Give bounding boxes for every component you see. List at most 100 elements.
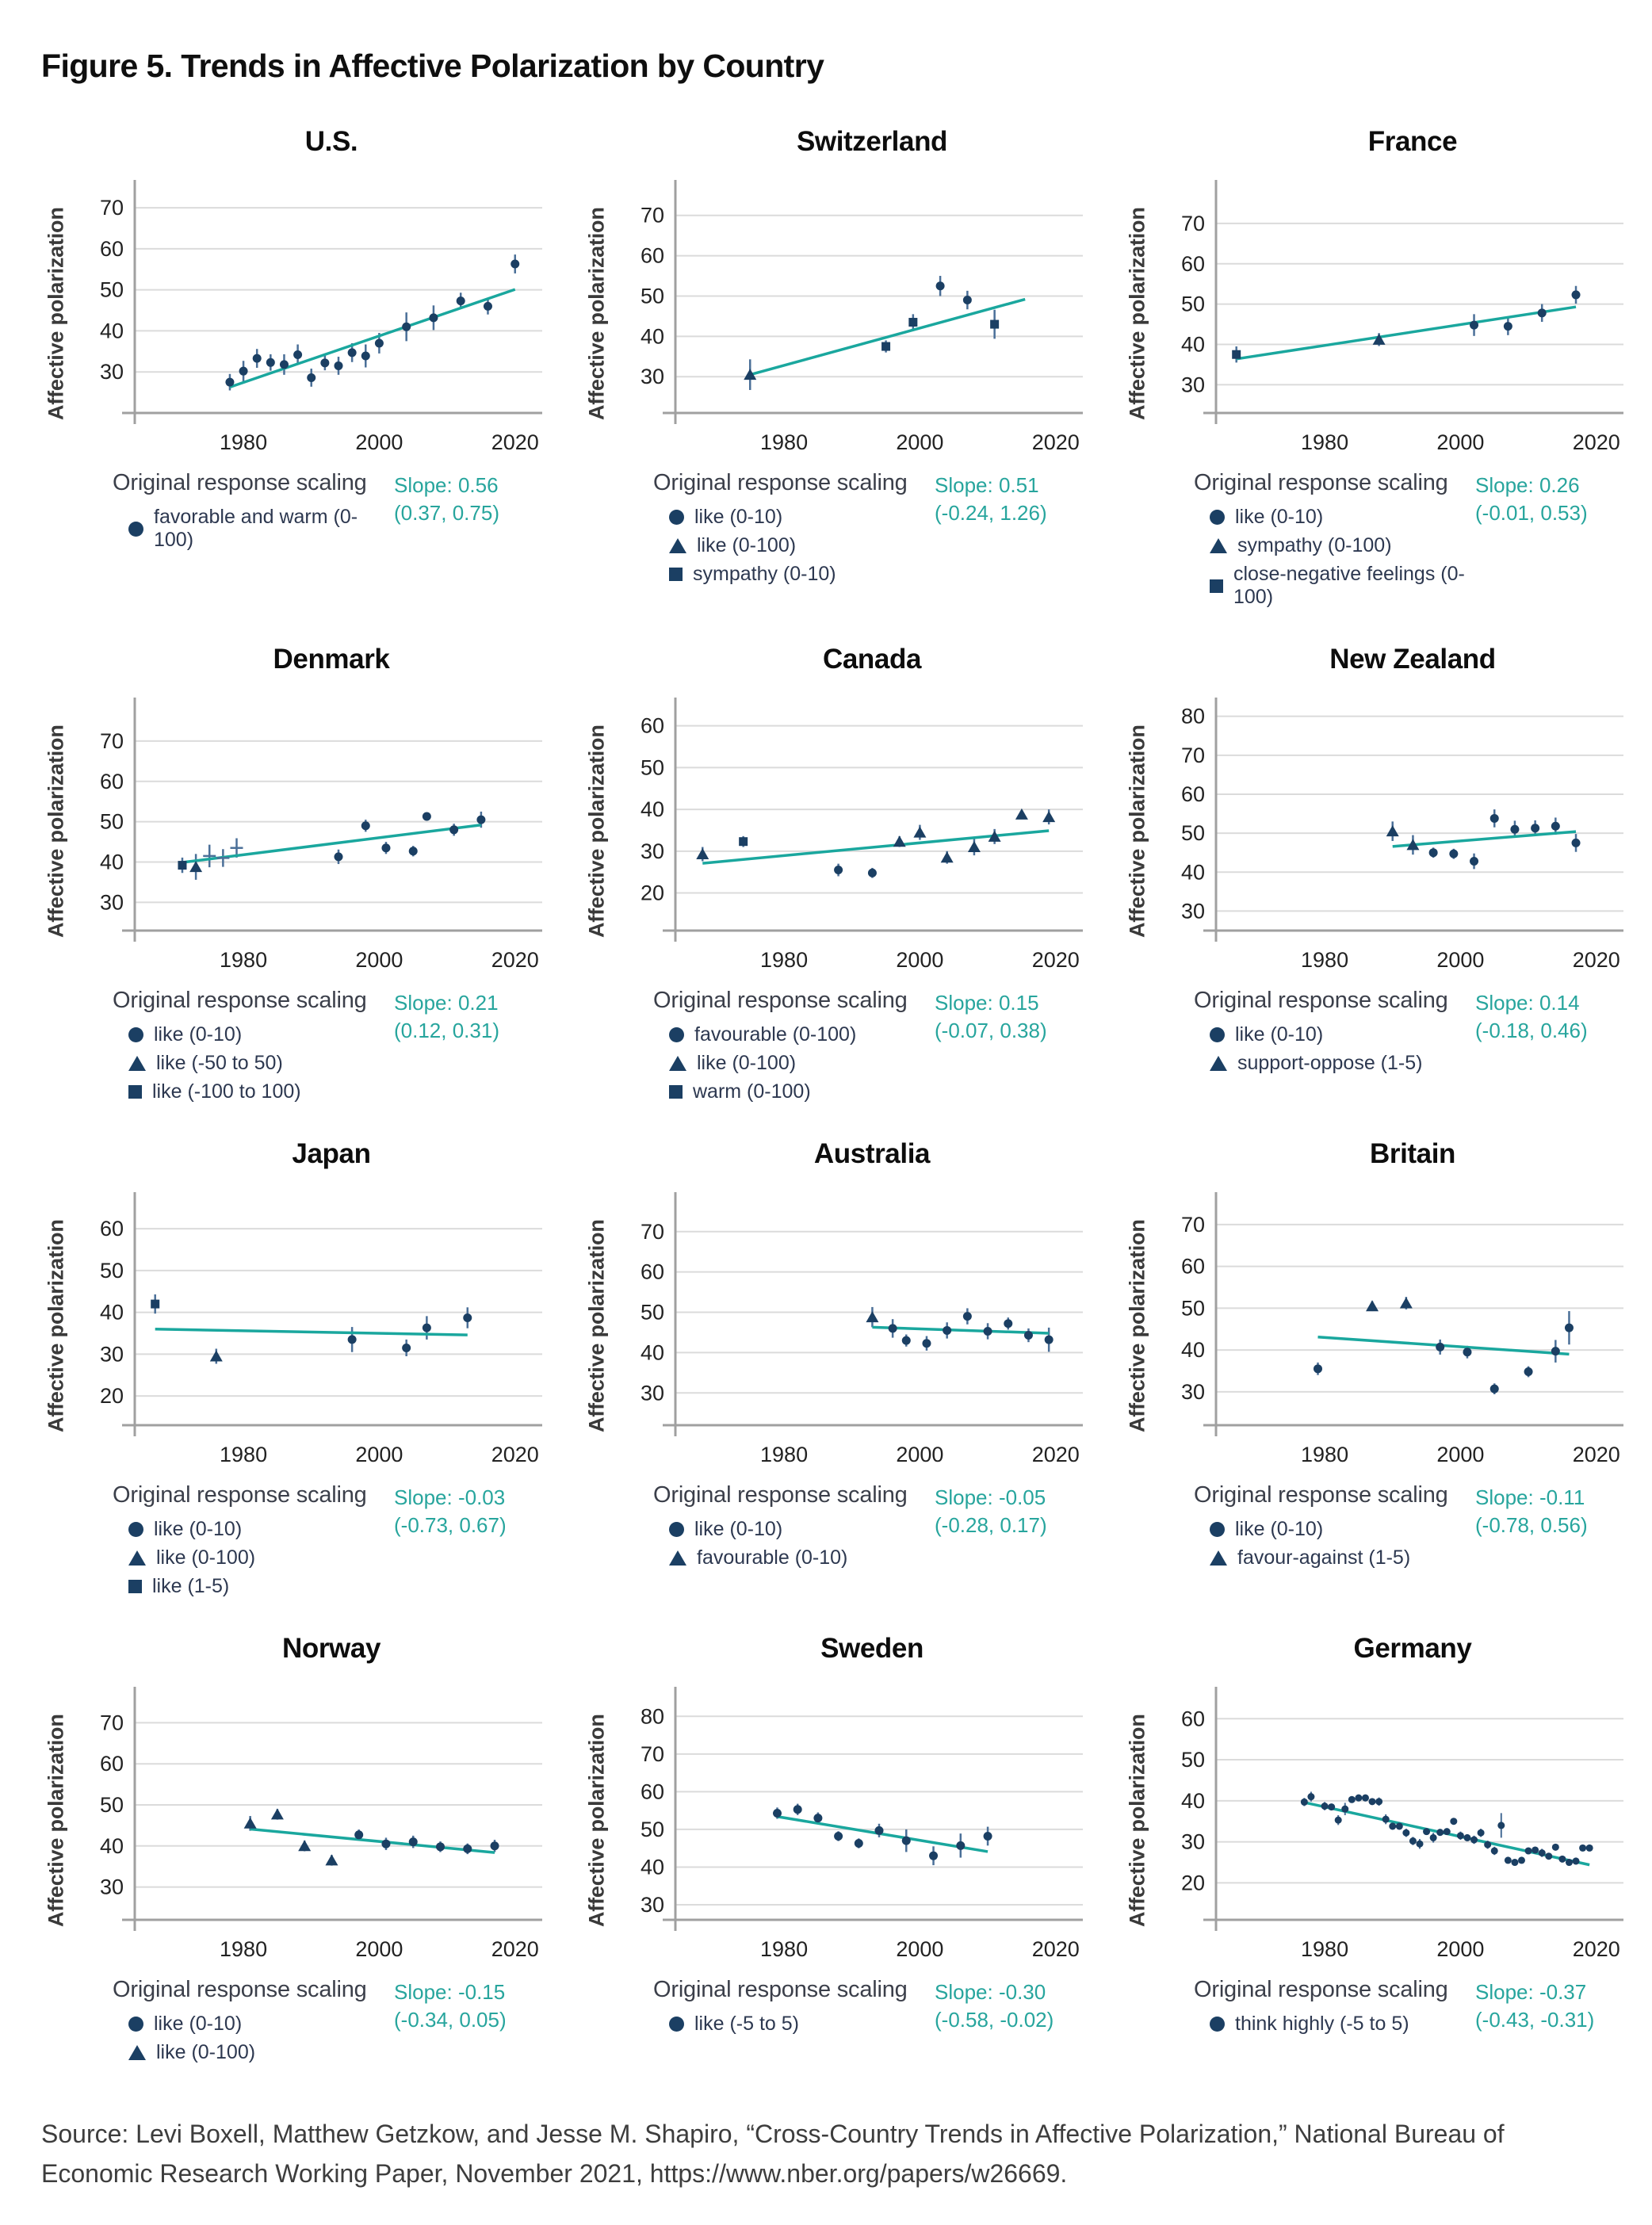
data-point-circle xyxy=(1449,849,1459,858)
data-point-circle xyxy=(1531,824,1540,833)
data-point-circle xyxy=(252,354,262,363)
x-tick-label: 2020 xyxy=(1032,1937,1080,1961)
slope-value: Slope: -0.37 xyxy=(1475,1980,1587,2004)
trend-line xyxy=(155,1327,468,1336)
slope-ci: (0.12, 0.31) xyxy=(394,1019,499,1043)
y-tick-label: 60 xyxy=(641,1780,664,1803)
y-tick-label: 40 xyxy=(100,851,124,874)
panel-title-france: France xyxy=(1367,126,1458,157)
chart-row: Affective polarization 30 40 50 60 70 80 1980 20… xyxy=(582,1677,1105,1964)
y-tick-label: 20 xyxy=(1181,1871,1205,1894)
legend-item-label: like (1-5) xyxy=(152,1575,230,1597)
y-tick-label: 30 xyxy=(100,1342,124,1366)
x-tick-label: 1980 xyxy=(1301,430,1348,454)
panel-japan: Japan Affective polarization 20 30 40 50 60 198… xyxy=(41,1138,564,1598)
legend-item-label: think highly (-5 to 5) xyxy=(1235,2013,1409,2035)
data-point-circle xyxy=(1395,1822,1403,1830)
legend-item-label: like (0-100) xyxy=(697,1052,797,1074)
circle-marker-icon xyxy=(1210,2017,1225,2032)
legend-title: Original response scaling xyxy=(113,988,367,1013)
triangle-marker-icon xyxy=(669,1056,686,1071)
legend-title: Original response scaling xyxy=(113,1482,367,1508)
y-tick-label: 60 xyxy=(641,714,664,738)
panel-title-norway: Norway xyxy=(281,1633,381,1664)
data-point-circle xyxy=(1044,1335,1054,1344)
y-axis-label: Affective polarization xyxy=(44,1219,68,1433)
data-point-circle xyxy=(1300,1798,1308,1806)
data-point-circle xyxy=(1389,1822,1397,1830)
data-point-circle xyxy=(983,1326,992,1336)
y-tick-label: 70 xyxy=(100,729,124,753)
panel-title-australia: Australia xyxy=(813,1138,931,1169)
data-point-triangle xyxy=(893,835,906,847)
legend-item-label: like (0-10) xyxy=(154,1518,243,1540)
data-point-circle xyxy=(901,1836,911,1845)
legend: Original response scaling like (0-10) like… xyxy=(113,1482,394,1598)
triangle-marker-icon xyxy=(669,538,686,553)
data-point-circle xyxy=(361,821,370,831)
data-point-circle xyxy=(1375,1798,1383,1806)
slope-ci: (-0.34, 0.05) xyxy=(394,2008,507,2032)
x-tick-label: 2000 xyxy=(355,1443,403,1466)
slope-annotation: Slope: -0.15 (-0.34, 0.05) xyxy=(394,1977,564,2064)
slope-value: Slope: -0.15 xyxy=(394,1980,506,2004)
chart-row: Affective polarization 30 40 50 60 70 1980 2000… xyxy=(1122,1183,1646,1470)
legend-item-label: like (0-10) xyxy=(694,1518,783,1540)
slope-annotation: Slope: -0.03 (-0.73, 0.67) xyxy=(394,1482,564,1598)
y-tick-label: 60 xyxy=(1181,782,1205,806)
y-axis-label: Affective polarization xyxy=(44,207,68,421)
data-point-circle xyxy=(402,1343,411,1352)
data-point-square xyxy=(739,837,748,847)
y-tick-label: 30 xyxy=(641,1381,664,1405)
data-point-circle xyxy=(511,259,520,269)
panel-title-canada: Canada xyxy=(822,644,922,675)
x-tick-label: 2000 xyxy=(896,1937,943,1961)
slope-ci: (-0.01, 0.53) xyxy=(1475,501,1588,526)
x-tick-label: 2020 xyxy=(1573,1443,1620,1466)
data-point-triangle xyxy=(325,1854,338,1866)
data-point-circle xyxy=(402,322,411,331)
data-point-circle xyxy=(1409,1837,1417,1845)
data-point-circle xyxy=(1571,838,1581,847)
slope-ci: (-0.18, 0.46) xyxy=(1475,1019,1588,1043)
legend-row: Original response scaling like (0-10) like… xyxy=(582,470,1105,586)
data-point-circle xyxy=(1564,1323,1574,1332)
panel-sweden: Sweden Affective polarization 30 40 50 60 70 80… xyxy=(582,1633,1105,2064)
y-tick-label: 40 xyxy=(100,1301,124,1325)
legend-item-label: like (0-100) xyxy=(697,534,797,556)
legend-item: like (0-10) xyxy=(669,1518,935,1541)
data-point-triangle xyxy=(988,830,1001,842)
slope-value: Slope: 0.14 xyxy=(1475,991,1580,1015)
legend: Original response scaling like (-5 to 5) xyxy=(653,1977,935,2036)
data-point-circle xyxy=(1402,1829,1410,1837)
panel-title-new-zealand: New Zealand xyxy=(1329,644,1496,675)
panel-title-japan: Japan xyxy=(292,1138,371,1169)
slope-value: Slope: 0.15 xyxy=(935,991,1039,1015)
x-tick-label: 2000 xyxy=(355,948,403,972)
x-tick-label: 2020 xyxy=(491,1443,539,1466)
data-point-circle xyxy=(1511,1858,1519,1867)
slope-annotation: Slope: -0.37 (-0.43, -0.31) xyxy=(1475,1977,1646,2036)
x-tick-label: 2000 xyxy=(355,430,403,454)
legend-item: like (-100 to 100) xyxy=(128,1080,394,1103)
y-tick-label: 60 xyxy=(1181,1707,1205,1730)
data-point-circle xyxy=(1463,1833,1471,1841)
y-tick-label: 30 xyxy=(100,360,124,384)
legend-item: like (0-10) xyxy=(128,2013,394,2036)
slope-value: Slope: -0.30 xyxy=(935,1980,1046,2004)
y-tick-label: 50 xyxy=(641,1818,664,1841)
legend-item-label: like (0-10) xyxy=(694,506,783,528)
slope-annotation: Slope: 0.14 (-0.18, 0.46) xyxy=(1475,988,1646,1075)
panel-title-us: U.S. xyxy=(304,126,358,157)
data-point-circle xyxy=(1545,1852,1553,1860)
data-point-circle xyxy=(381,1839,391,1848)
slope-value: Slope: 0.56 xyxy=(394,473,499,497)
legend-item: close-negative feelings (0-100) xyxy=(1210,563,1475,609)
slope-value: Slope: 0.26 xyxy=(1475,473,1580,497)
data-point-circle xyxy=(1348,1795,1356,1803)
chart-row: Affective polarization 20 30 40 50 60 1980 2000… xyxy=(582,688,1105,975)
data-point-triangle xyxy=(270,1808,284,1820)
legend-title: Original response scaling xyxy=(653,1977,908,2002)
legend-row: Original response scaling like (0-10) like… xyxy=(41,1482,564,1598)
data-point-circle xyxy=(1504,1856,1512,1864)
